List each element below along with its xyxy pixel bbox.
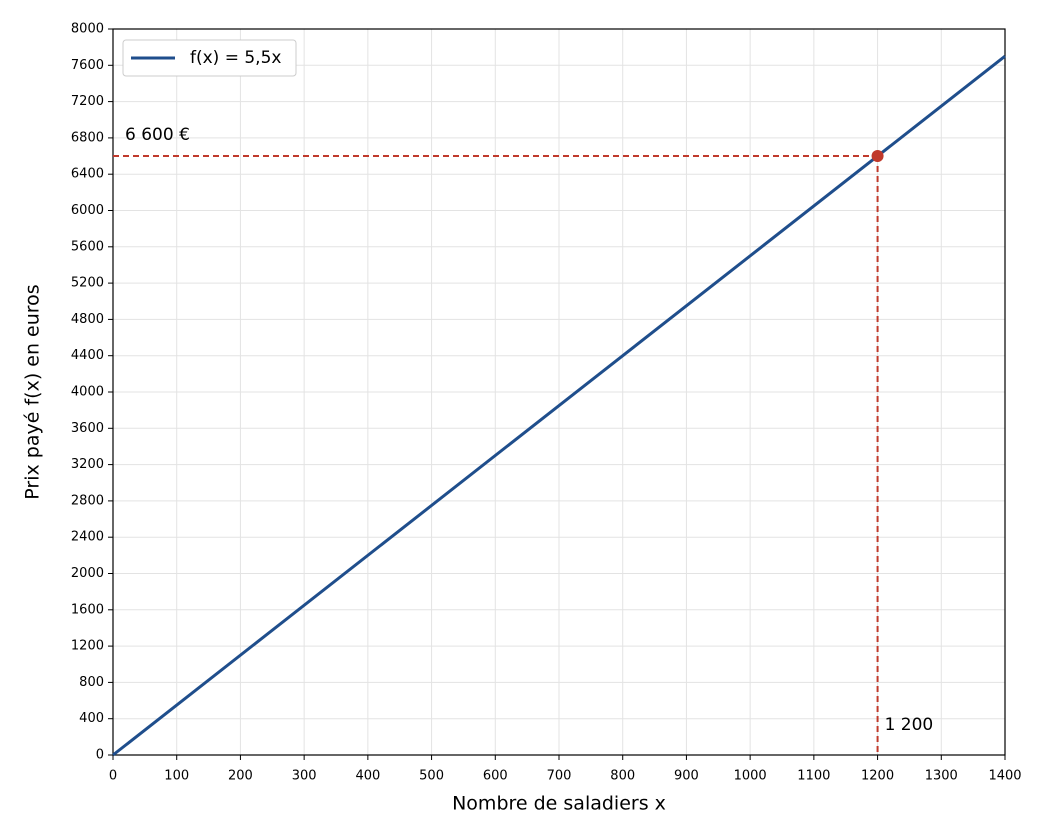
y-tick-label: 1600	[71, 602, 104, 617]
x-tick-label: 300	[292, 769, 317, 784]
x-tick-label: 600	[483, 769, 508, 784]
x-tick-label: 1300	[925, 769, 958, 784]
y-tick-label: 3600	[71, 421, 104, 436]
x-tick-label: 500	[419, 769, 444, 784]
x-tick-label: 1100	[797, 769, 830, 784]
annotation-y-label: 6 600 €	[125, 125, 190, 145]
y-tick-label: 2800	[71, 493, 104, 508]
legend-label: f(x) = 5,5x	[190, 48, 281, 68]
y-tick-label: 5600	[71, 239, 104, 254]
x-tick-label: 0	[109, 769, 117, 784]
x-tick-label: 900	[674, 769, 699, 784]
x-tick-label: 400	[355, 769, 380, 784]
y-tick-label: 2400	[71, 530, 104, 545]
y-tick-label: 7200	[71, 94, 104, 109]
y-tick-label: 1200	[71, 639, 104, 654]
y-tick-label: 5200	[71, 276, 104, 291]
x-tick-label: 1400	[988, 769, 1021, 784]
y-tick-label: 400	[79, 711, 104, 726]
y-tick-label: 6400	[71, 167, 104, 182]
y-tick-label: 2000	[71, 566, 104, 581]
y-tick-label: 3200	[71, 457, 104, 472]
x-tick-label: 700	[547, 769, 572, 784]
y-tick-label: 4000	[71, 385, 104, 400]
x-axis-label: Nombre de saladiers x	[452, 793, 666, 815]
y-axis-label: Prix payé f(x) en euros	[22, 284, 44, 499]
x-tick-label: 1000	[734, 769, 767, 784]
x-tick-label: 200	[228, 769, 253, 784]
y-tick-label: 6800	[71, 130, 104, 145]
x-tick-label: 1200	[861, 769, 894, 784]
y-tick-label: 7600	[71, 58, 104, 73]
y-tick-label: 0	[96, 748, 104, 763]
annotation-x-label: 1 200	[885, 715, 934, 735]
y-tick-label: 4400	[71, 348, 104, 363]
plot-frame	[112, 28, 1006, 756]
legend-box	[122, 39, 297, 77]
data-line	[112, 55, 1006, 757]
highlight-point	[871, 150, 884, 163]
y-tick-label: 6000	[71, 203, 104, 218]
y-tick-label: 8000	[71, 22, 104, 37]
x-tick-label: 800	[610, 769, 635, 784]
y-tick-label: 4800	[71, 312, 104, 327]
x-tick-label: 100	[164, 769, 189, 784]
y-tick-label: 800	[79, 675, 104, 690]
